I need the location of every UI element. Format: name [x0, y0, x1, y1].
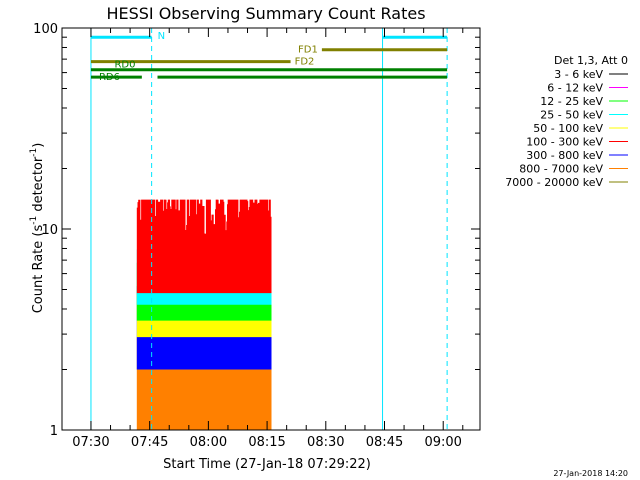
x-tick-label-2: 08:00	[190, 435, 227, 450]
data-layer	[136, 199, 272, 430]
legend-label-7: 800 - 7000 keV	[519, 163, 603, 176]
legend-label-2: 12 - 25 keV	[540, 95, 603, 108]
legend-label-0: 3 - 6 keV	[554, 68, 603, 81]
series-band-0	[136, 337, 272, 430]
legend-label-5: 100 - 300 keV	[526, 136, 603, 149]
x-axis-label: Start Time (27-Jan-18 07:29:22)	[163, 457, 371, 472]
legend-label-4: 50 - 100 keV	[533, 122, 603, 135]
flag-label-5: RD6	[99, 72, 120, 83]
x-tick-label-1: 07:45	[131, 435, 168, 450]
legend-title: Det 1,3, Att 0	[554, 54, 628, 67]
x-tick-label-0: 07:30	[72, 435, 109, 450]
y-tick-label-2: 100	[33, 22, 58, 37]
series-band-5	[136, 199, 272, 294]
x-tick-label-6: 09:00	[424, 435, 461, 450]
x-tick-label-5: 08:45	[366, 435, 403, 450]
legend-label-3: 25 - 50 keV	[540, 109, 603, 122]
y-axis-label: Count Rate (s-1 detector-1)	[29, 143, 46, 314]
legend-label-6: 300 - 800 keV	[526, 149, 603, 162]
y-tick-label-1: 10	[41, 223, 58, 238]
flag-label-3: FD2	[295, 57, 315, 68]
y-tick-label-0: 1	[50, 424, 58, 439]
flag-label-2: FD1	[298, 45, 318, 56]
footer-timestamp: 27-Jan-2018 14:20	[553, 469, 628, 478]
axis-layer: 07:30 07:45 08:00 08:15 08:30 08:45 09:00 1 10 10…	[33, 22, 481, 450]
x-tick-label-4: 08:30	[307, 435, 344, 450]
legend-label-1: 6 - 12 keV	[547, 82, 603, 95]
flag-label-0: N	[158, 31, 165, 42]
flag-label-4: RD0	[114, 60, 135, 71]
x-tick-label-3: 08:15	[248, 435, 285, 450]
legend-label-8: 7000 - 20000 keV	[505, 176, 603, 189]
chart-title: HESSI Observing Summary Count Rates	[106, 4, 425, 23]
